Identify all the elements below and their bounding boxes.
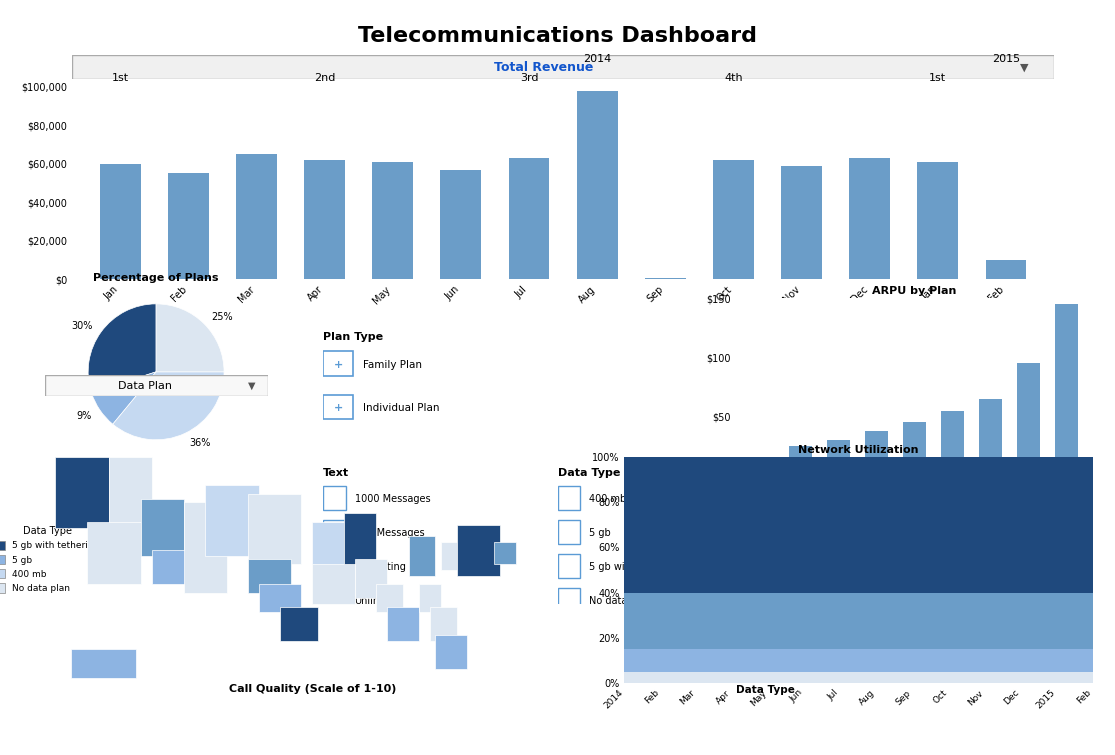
Wedge shape [88,304,156,393]
Text: 36%: 36% [190,438,211,448]
Bar [752,458,774,476]
Bar [494,542,515,565]
Bar [168,174,209,279]
Text: 2015: 2015 [992,54,1020,63]
Bar [782,166,822,279]
Text: ▼: ▼ [1020,62,1028,72]
Bar [1055,304,1077,476]
Text: Data Type: Data Type [736,685,795,695]
Text: No texting: No texting [355,562,406,572]
Bar [827,440,850,476]
Title: Network Utilization: Network Utilization [798,445,919,455]
Bar [789,446,812,476]
Text: 30%: 30% [71,321,93,331]
Text: 1000 Messages: 1000 Messages [355,495,430,504]
Bar [918,162,958,279]
Bar [323,553,346,578]
Text: Unlimited: Unlimited [355,596,401,606]
Text: Family Plan: Family Plan [362,360,421,370]
Wedge shape [113,371,224,439]
Bar [259,584,301,612]
Text: Plan Type: Plan Type [323,332,384,342]
Text: Text: Text [323,468,349,478]
Text: 200 Messages: 200 Messages [355,528,424,538]
Bar [323,395,352,419]
Bar [558,485,580,510]
Bar [372,162,414,279]
Wedge shape [91,371,156,424]
Title: Percentage of Plans: Percentage of Plans [94,273,219,283]
Bar [355,559,387,598]
Bar [323,587,346,612]
Title: Call Quality (Scale of 1-10): Call Quality (Scale of 1-10) [229,684,396,694]
Text: 2014: 2014 [583,54,611,63]
Bar [87,522,140,584]
Bar [377,584,404,612]
Text: 3rd: 3rd [520,73,539,83]
Text: No data plan: No data plan [589,596,651,606]
Bar [152,550,194,584]
Text: 9%: 9% [76,411,91,421]
Bar [712,160,754,279]
Text: Total Revenue: Total Revenue [494,60,593,74]
Text: +: + [333,360,342,370]
Text: 4th: 4th [724,73,743,83]
Title: ARPU by Plan: ARPU by Plan [872,286,957,296]
Bar [576,91,618,279]
Text: Individual Plan: Individual Plan [362,403,439,413]
Wedge shape [156,304,224,371]
Text: Data Type: Data Type [558,468,620,478]
Bar [435,635,467,669]
Bar [236,154,277,279]
Text: 25%: 25% [212,312,233,322]
Bar [440,170,482,279]
Bar [430,607,457,641]
Text: Data Plan: Data Plan [118,381,172,391]
Bar [903,423,925,476]
Bar [419,584,440,612]
Text: 5 gb: 5 gb [589,528,611,538]
Bar [323,485,346,510]
Bar [323,519,346,544]
Bar [558,553,580,578]
Text: +: + [333,403,342,413]
X-axis label: Minutes: Minutes [890,540,939,550]
Text: Telecommunications Dashboard: Telecommunications Dashboard [358,26,757,46]
Text: 1st: 1st [929,73,947,83]
Bar [109,457,152,528]
Bar [979,399,1001,476]
Text: 2nd: 2nd [314,73,336,83]
Bar [205,485,259,556]
Bar [850,158,890,279]
Text: 400 mb: 400 mb [589,495,626,504]
Bar [408,536,435,575]
Bar [184,502,226,593]
Bar [280,607,318,641]
Bar [248,559,291,593]
Bar [248,494,301,565]
Bar [440,542,462,570]
Bar [140,499,184,556]
Text: ▼: ▼ [249,381,255,391]
Bar [312,562,355,604]
Legend: 5 gb with tethering, 5 gb, 400 mb, No data plan: 5 gb with tethering, 5 gb, 400 mb, No da… [0,522,104,596]
Bar [304,160,345,279]
Bar [387,607,419,641]
Bar [986,260,1027,279]
Text: 5 gb with tethering: 5 gb with tethering [589,562,682,572]
Bar [323,351,352,376]
Bar [56,457,109,528]
Bar [312,522,350,565]
Bar [1017,363,1039,476]
Text: 1st: 1st [112,73,128,83]
Bar [99,164,140,279]
Bar [71,649,136,678]
Bar [941,411,963,476]
Bar [457,525,500,575]
Bar [558,587,580,612]
Bar [558,519,580,544]
Bar [865,430,888,476]
Bar [345,513,377,565]
Bar [508,158,550,279]
